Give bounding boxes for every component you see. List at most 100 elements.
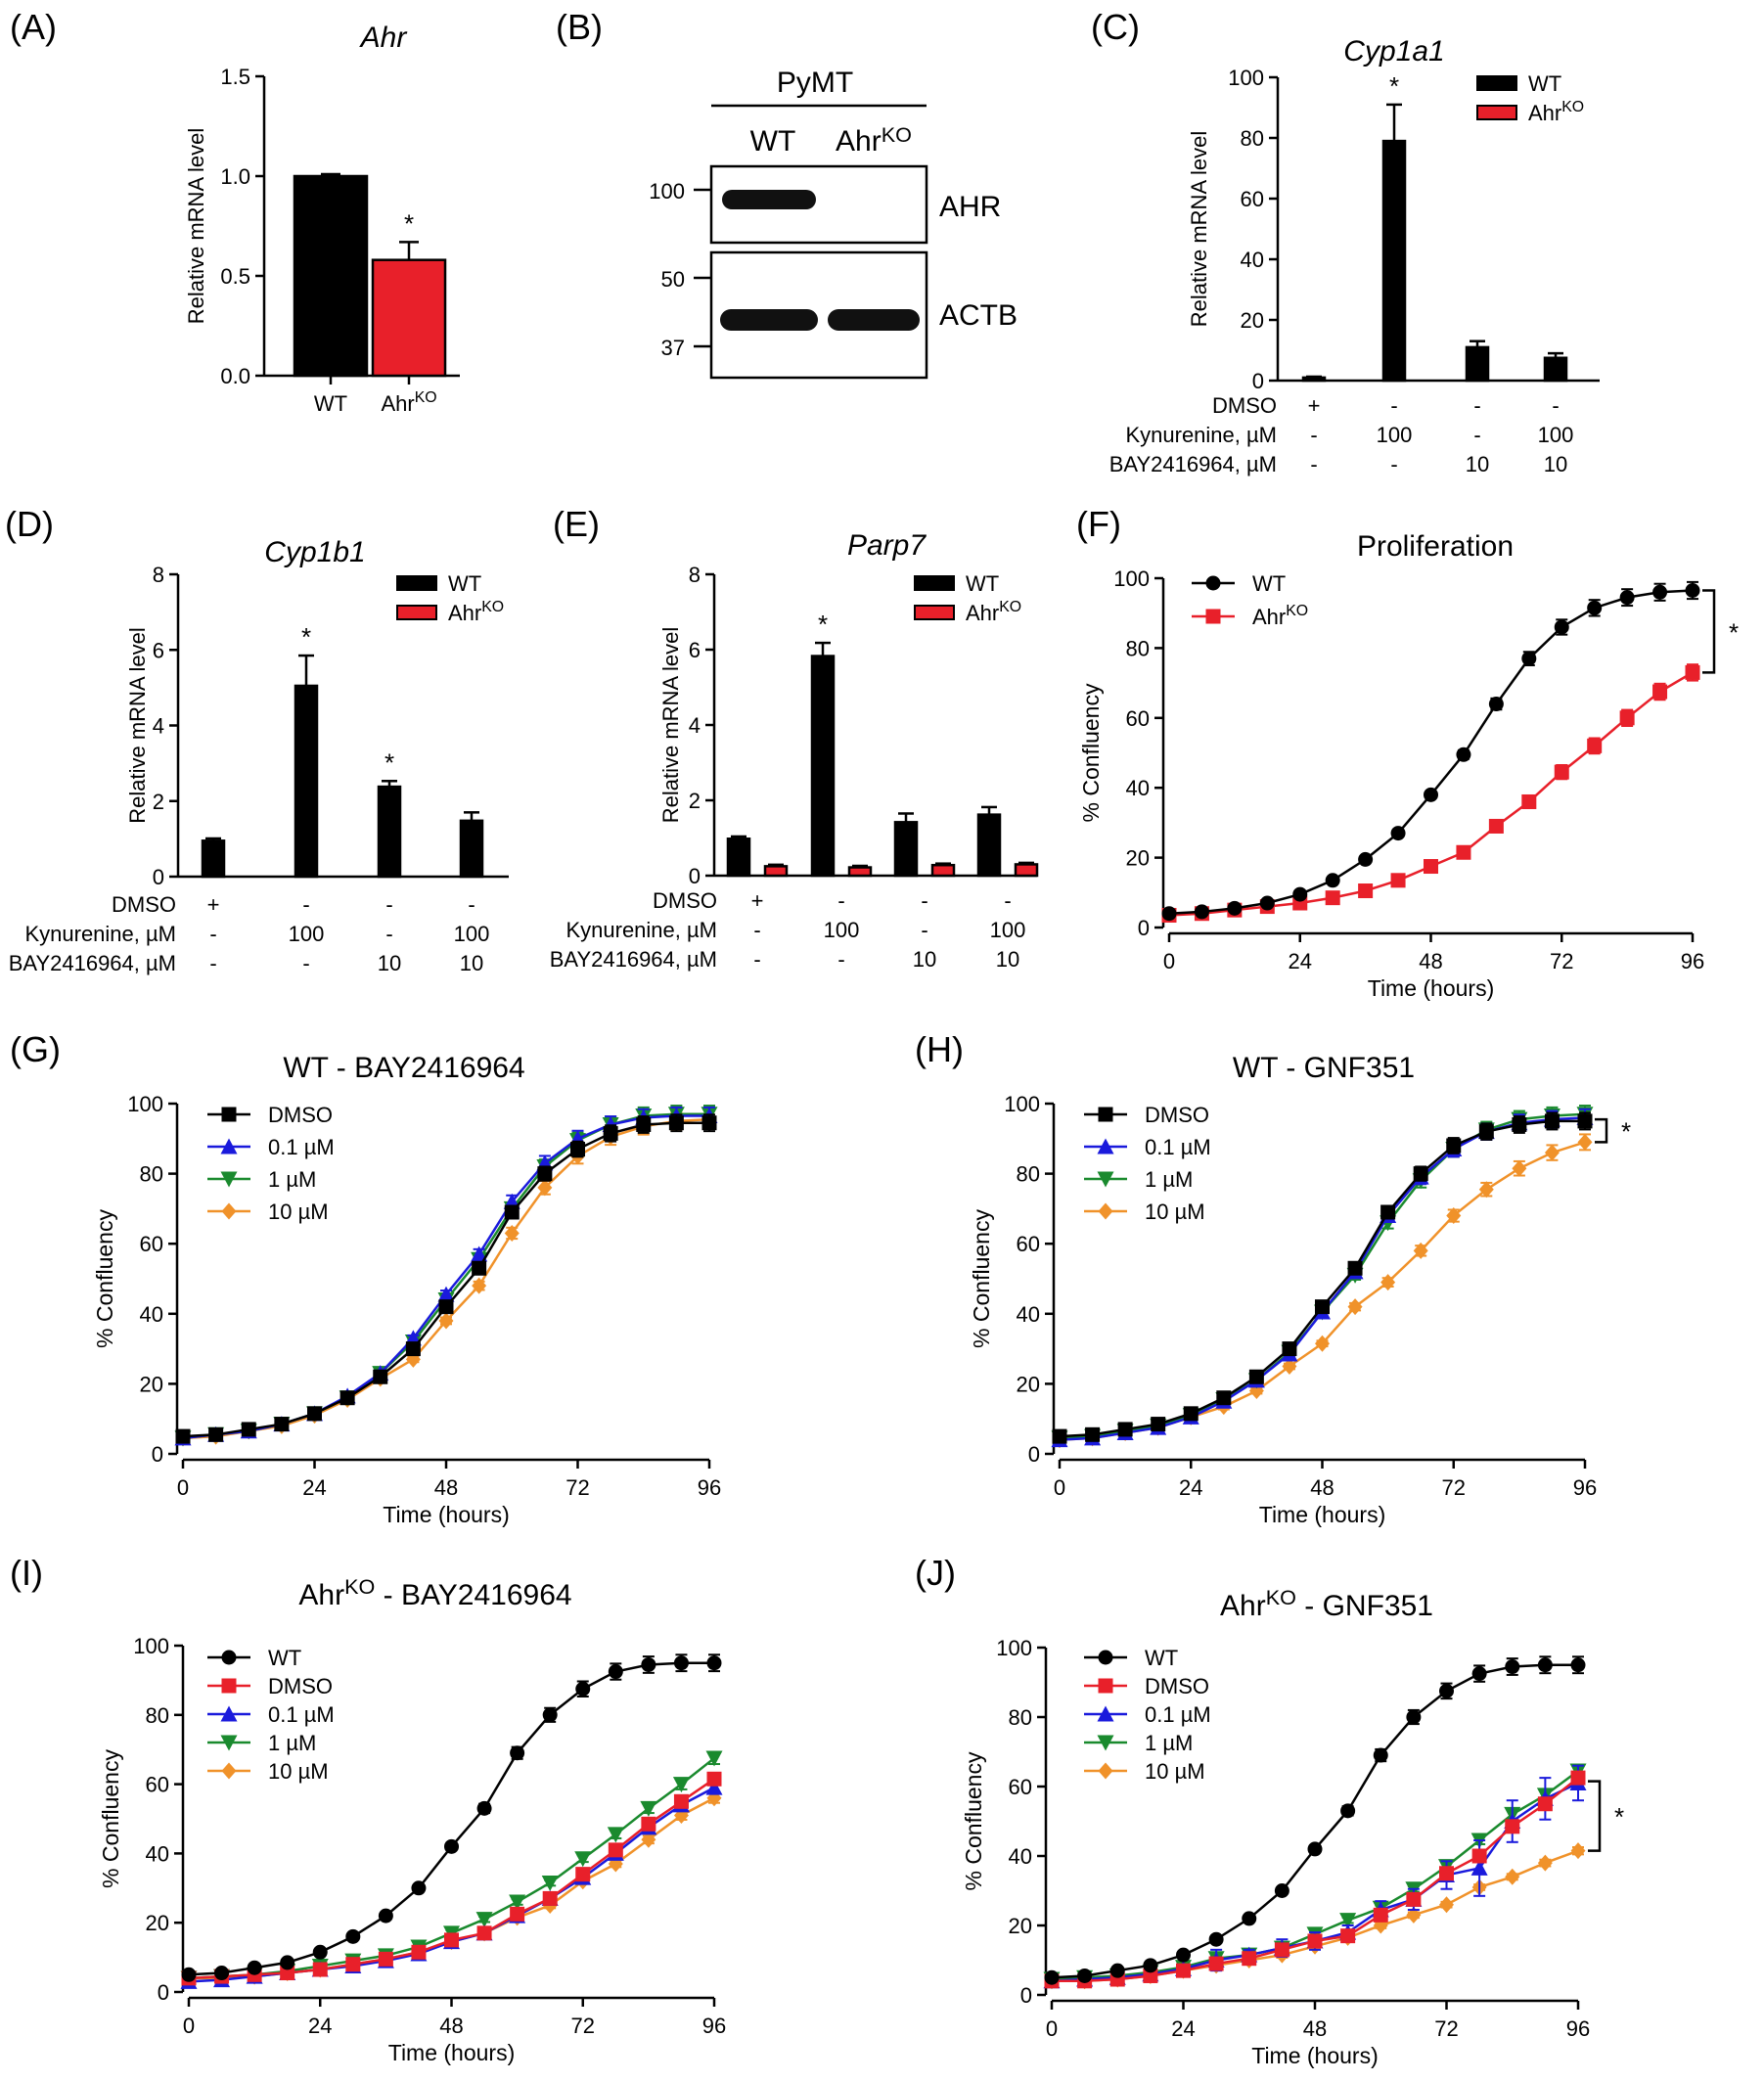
data-point	[509, 1894, 526, 1911]
series-0	[181, 1653, 722, 1982]
data-point	[438, 1312, 454, 1330]
legend-label: WT	[1145, 1646, 1178, 1670]
data-point	[1505, 1659, 1520, 1675]
data-point	[705, 1750, 723, 1767]
y-tick-label: 60	[140, 1232, 163, 1256]
x-tick-label: 24	[308, 2014, 332, 2038]
lane-label-base: Ahr	[836, 125, 882, 158]
data-point	[1117, 1422, 1133, 1437]
data-point	[608, 1842, 623, 1858]
data-point	[1577, 1133, 1593, 1151]
legend-marker	[220, 1735, 238, 1751]
legend-marker	[1205, 609, 1221, 624]
bar	[763, 865, 789, 878]
data-point	[1488, 818, 1504, 834]
condition-value: -	[468, 892, 475, 917]
data-point	[1077, 1968, 1093, 1983]
data-point	[607, 1827, 624, 1843]
data-point	[1143, 1968, 1158, 1983]
y-tick-label: 80	[1126, 636, 1150, 660]
data-point	[706, 1771, 722, 1787]
data-point	[1521, 651, 1537, 666]
chart-title: AhrKO - BAY2416964	[298, 1574, 571, 1611]
condition-value: +	[207, 892, 220, 917]
data-point	[1390, 873, 1406, 888]
x-tick-label: 48	[1419, 949, 1442, 973]
condition-value: -	[1552, 393, 1559, 418]
data-point	[1373, 1907, 1388, 1923]
condition-value: -	[1310, 452, 1317, 476]
data-point	[636, 1116, 652, 1132]
series-line	[1059, 1141, 1586, 1441]
bar	[847, 866, 873, 878]
legend-label: AhrKO	[1528, 99, 1584, 125]
panel-label: (A)	[10, 7, 57, 47]
legend-label: DMSO	[268, 1674, 333, 1698]
data-point	[411, 1944, 427, 1960]
significance-mark: *	[1614, 1802, 1624, 1832]
legend-label: 1 µM	[268, 1167, 316, 1192]
x-tick-label: 24	[1179, 1475, 1202, 1500]
data-point	[1439, 1866, 1454, 1881]
series-line	[182, 1121, 709, 1438]
legend-marker	[1097, 1735, 1114, 1751]
bar	[294, 684, 319, 879]
data-point	[1439, 1896, 1454, 1914]
x-tick-label: 96	[1681, 949, 1704, 973]
data-point	[1537, 1657, 1553, 1673]
data-point	[1340, 1803, 1356, 1819]
legend-label-sup: KO	[481, 599, 504, 615]
condition-value: -	[1473, 393, 1480, 418]
legend-label-base: Ahr	[448, 601, 481, 625]
y-tick-label: 40	[1009, 1844, 1032, 1869]
y-tick-label: 40	[140, 1302, 163, 1327]
series-0	[175, 1113, 717, 1444]
y-tick-label: 2	[153, 790, 164, 814]
y-tick-label: 20	[1017, 1372, 1040, 1396]
data-point	[1307, 1933, 1323, 1949]
data-point	[1347, 1298, 1363, 1316]
data-point	[1413, 1242, 1428, 1259]
y-axis-label: % Confluency	[1078, 683, 1104, 822]
y-tick-label: 80	[1009, 1705, 1032, 1730]
chart-title-rest: - BAY2416964	[375, 1579, 571, 1611]
data-point	[1570, 1842, 1586, 1860]
condition-value: 100	[990, 918, 1026, 942]
data-point	[510, 1745, 525, 1761]
data-point	[373, 1369, 388, 1384]
x-tick-label: 72	[571, 2014, 595, 2038]
data-point	[1373, 1747, 1388, 1763]
data-point	[475, 1912, 493, 1928]
data-point	[1471, 1666, 1487, 1682]
y-tick-label: 0	[1138, 916, 1150, 940]
legend-label-sup: KO	[999, 599, 1021, 615]
data-point	[1325, 873, 1340, 888]
data-point	[575, 1867, 591, 1882]
condition-value: -	[837, 947, 844, 972]
y-tick-label: 0	[158, 1980, 169, 2005]
y-tick-label: 8	[689, 563, 701, 587]
x-axis-label: Time (hours)	[1259, 1502, 1386, 1527]
legend-label-base: 1 µM	[1145, 1731, 1193, 1755]
x-tick-label: 24	[1289, 949, 1312, 973]
band-actb-ko	[828, 309, 920, 331]
legend-label: WT	[1252, 571, 1286, 596]
data-point	[1242, 1951, 1257, 1967]
data-point	[1315, 1299, 1330, 1315]
condition-value: 100	[289, 922, 325, 946]
panel-label: (I)	[10, 1553, 43, 1593]
data-point	[345, 1957, 361, 1972]
condition-label: BAY2416964, µM	[1109, 452, 1277, 476]
legend-label: DMSO	[1145, 1103, 1209, 1127]
x-tick-label: 72	[1434, 2016, 1458, 2041]
legend-marker	[221, 1762, 237, 1780]
data-point	[1439, 1683, 1454, 1698]
condition-value: 10	[913, 947, 936, 972]
data-point	[444, 1932, 459, 1948]
y-tick-label: 8	[153, 563, 164, 587]
data-point	[476, 1800, 492, 1816]
legend-label-base: 10 µM	[1145, 1759, 1205, 1784]
data-point	[1340, 1928, 1356, 1944]
legend-label: WT	[268, 1646, 301, 1670]
data-point	[1685, 664, 1700, 680]
